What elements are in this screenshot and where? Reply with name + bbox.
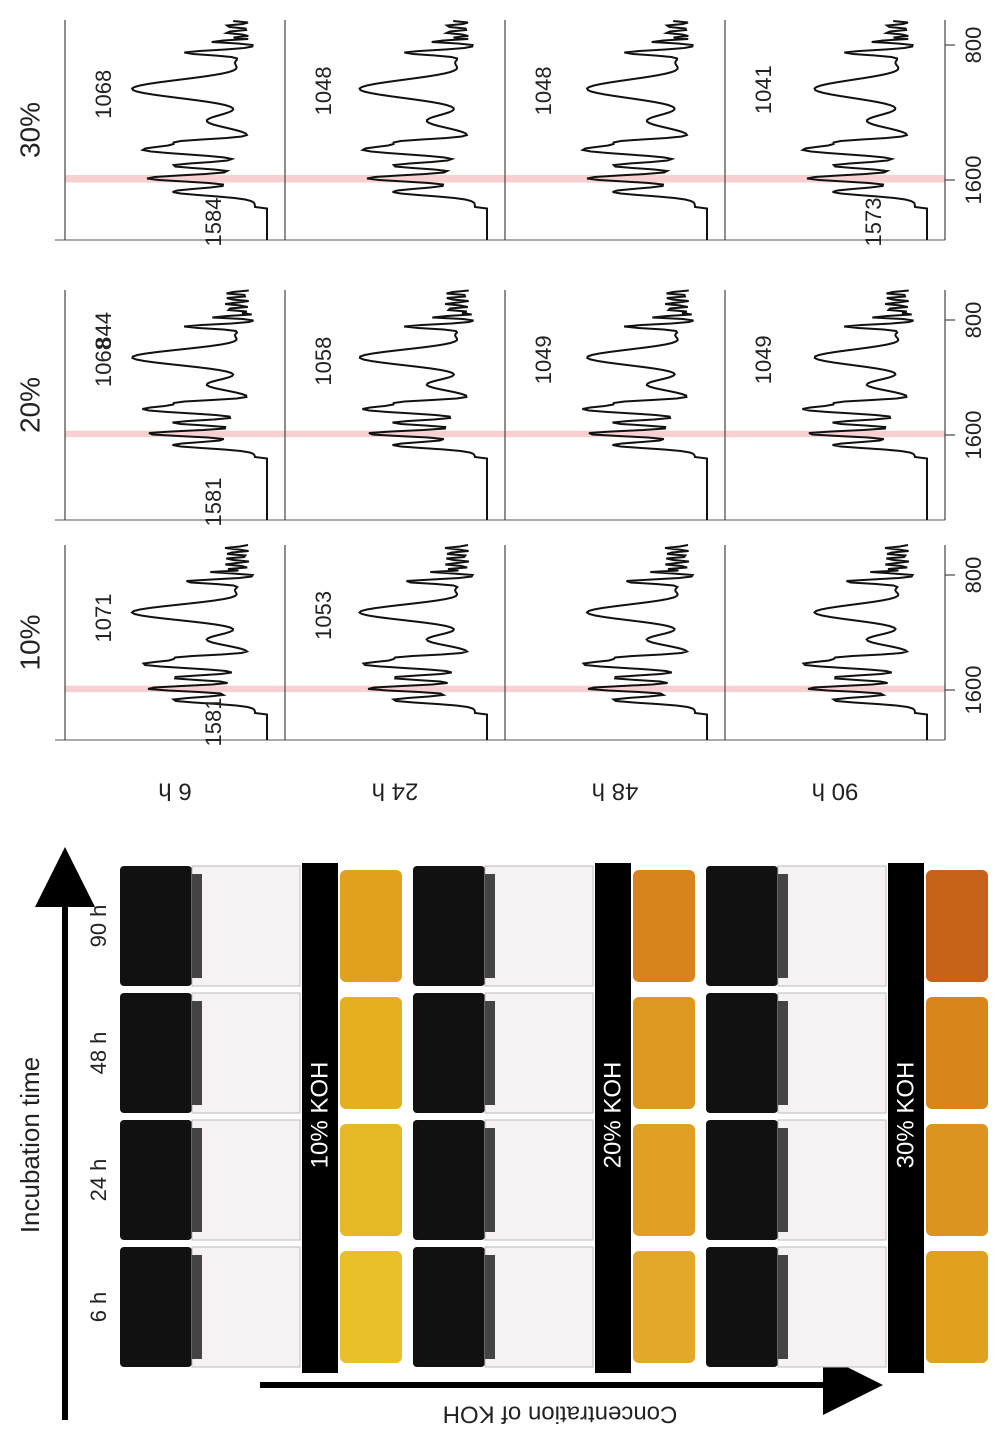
peak-label: 1573 <box>861 198 886 247</box>
vial-neck <box>485 1001 495 1105</box>
vial-cap <box>706 1120 778 1240</box>
x-tick-label: 1600 <box>961 666 986 715</box>
time-label: 48 h <box>86 1032 111 1075</box>
band-label: 10% KOH <box>306 1062 333 1169</box>
figure: Incubation time Concentration of KOH 6 h 24… <box>0 0 999 1435</box>
spectrum-trace <box>802 291 927 521</box>
spectrum-trace <box>583 21 707 240</box>
x-tick-label: 800 <box>961 27 986 64</box>
vial-glass <box>485 1120 593 1240</box>
vial-neck <box>778 1255 788 1359</box>
time-label: 6 h <box>86 1292 111 1323</box>
peak-label: 1581 <box>201 698 226 747</box>
x-tick-label: 800 <box>961 557 986 594</box>
vial-glass <box>778 866 886 986</box>
vial-liquid <box>633 1124 695 1236</box>
vial-glass <box>192 1247 300 1367</box>
vial-cap <box>120 866 192 986</box>
vial-liquid <box>633 870 695 982</box>
vial-liquid <box>340 870 402 982</box>
vial-cap <box>120 1247 192 1367</box>
peak-label: 1071 <box>91 593 116 642</box>
spectrum-trace <box>132 291 267 521</box>
row-label: 90 h <box>812 778 859 805</box>
spectrum-trace <box>360 545 488 740</box>
spectrum-trace <box>132 545 267 740</box>
vial-liquid <box>926 997 988 1109</box>
vial-glass <box>778 1247 886 1367</box>
peak-label: 1053 <box>311 591 336 640</box>
vial-cap <box>706 1247 778 1367</box>
band-label: 30% KOH <box>892 1062 919 1169</box>
peak-label: 1041 <box>751 65 776 114</box>
time-label: 24 h <box>86 1159 111 1202</box>
time-label: 90 h <box>86 905 111 948</box>
column-title: 10% <box>14 614 45 670</box>
vial-liquid <box>340 997 402 1109</box>
band-label: 20% KOH <box>599 1062 626 1169</box>
spectrum-trace <box>360 291 487 521</box>
x-tick-label: 1600 <box>961 411 986 460</box>
vial-cap <box>413 866 485 986</box>
column-title: 30% <box>14 102 45 158</box>
vial-neck <box>192 1255 202 1359</box>
vial-neck <box>485 874 495 978</box>
spectrum-trace <box>804 545 927 740</box>
vial-cap <box>120 993 192 1113</box>
vial-cap <box>120 1120 192 1240</box>
vial-glass <box>192 866 300 986</box>
row-label: 6 h <box>158 778 191 805</box>
spectrum-trace <box>132 21 267 240</box>
vial-liquid <box>633 997 695 1109</box>
vial-liquid <box>926 1124 988 1236</box>
peak-label: 1584 <box>201 198 226 247</box>
spectrum-trace <box>360 21 487 240</box>
spectrum-trace <box>582 291 707 521</box>
vial-neck <box>778 874 788 978</box>
vial-glass <box>485 993 593 1113</box>
vial-cap <box>706 993 778 1113</box>
vial-glass <box>778 993 886 1113</box>
peak-label: 1048 <box>311 66 336 115</box>
vial-liquid <box>926 870 988 982</box>
vial-neck <box>192 1128 202 1232</box>
vial-glass <box>485 1247 593 1367</box>
vial-neck <box>778 1001 788 1105</box>
vial-glass <box>192 993 300 1113</box>
vial-liquid <box>340 1251 402 1363</box>
peak-label: 844 <box>91 312 116 349</box>
time-axis-label: Incubation time <box>15 1057 45 1233</box>
peak-label: 1068 <box>91 70 116 119</box>
vial-cap <box>413 1247 485 1367</box>
vial-neck <box>485 1128 495 1232</box>
vial-glass <box>192 1120 300 1240</box>
vial-neck <box>192 1001 202 1105</box>
vial-neck <box>485 1255 495 1359</box>
row-label: 48 h <box>592 778 639 805</box>
vial-liquid <box>926 1251 988 1363</box>
peak-label: 1058 <box>311 337 336 386</box>
vial-cap <box>413 1120 485 1240</box>
vial-neck <box>192 874 202 978</box>
peak-label: 1581 <box>201 478 226 527</box>
vial-glass <box>485 866 593 986</box>
vial-glass <box>778 1120 886 1240</box>
vial-liquid <box>633 1251 695 1363</box>
peak-label: 1049 <box>531 335 556 384</box>
vial-liquid <box>340 1124 402 1236</box>
spectrum-trace <box>584 545 707 740</box>
vial-cap <box>413 993 485 1113</box>
vial-neck <box>778 1128 788 1232</box>
peak-label: 1048 <box>531 66 556 115</box>
peak-label: 1049 <box>751 335 776 384</box>
conc-axis-label: Concentration of KOH <box>443 1401 678 1428</box>
row-label: 24 h <box>372 778 419 805</box>
x-tick-label: 800 <box>961 302 986 339</box>
column-title: 20% <box>14 377 45 433</box>
vial-cap <box>706 866 778 986</box>
x-tick-label: 1600 <box>961 156 986 205</box>
rotated-figure: Incubation time Concentration of KOH 6 h 24… <box>14 20 988 1428</box>
